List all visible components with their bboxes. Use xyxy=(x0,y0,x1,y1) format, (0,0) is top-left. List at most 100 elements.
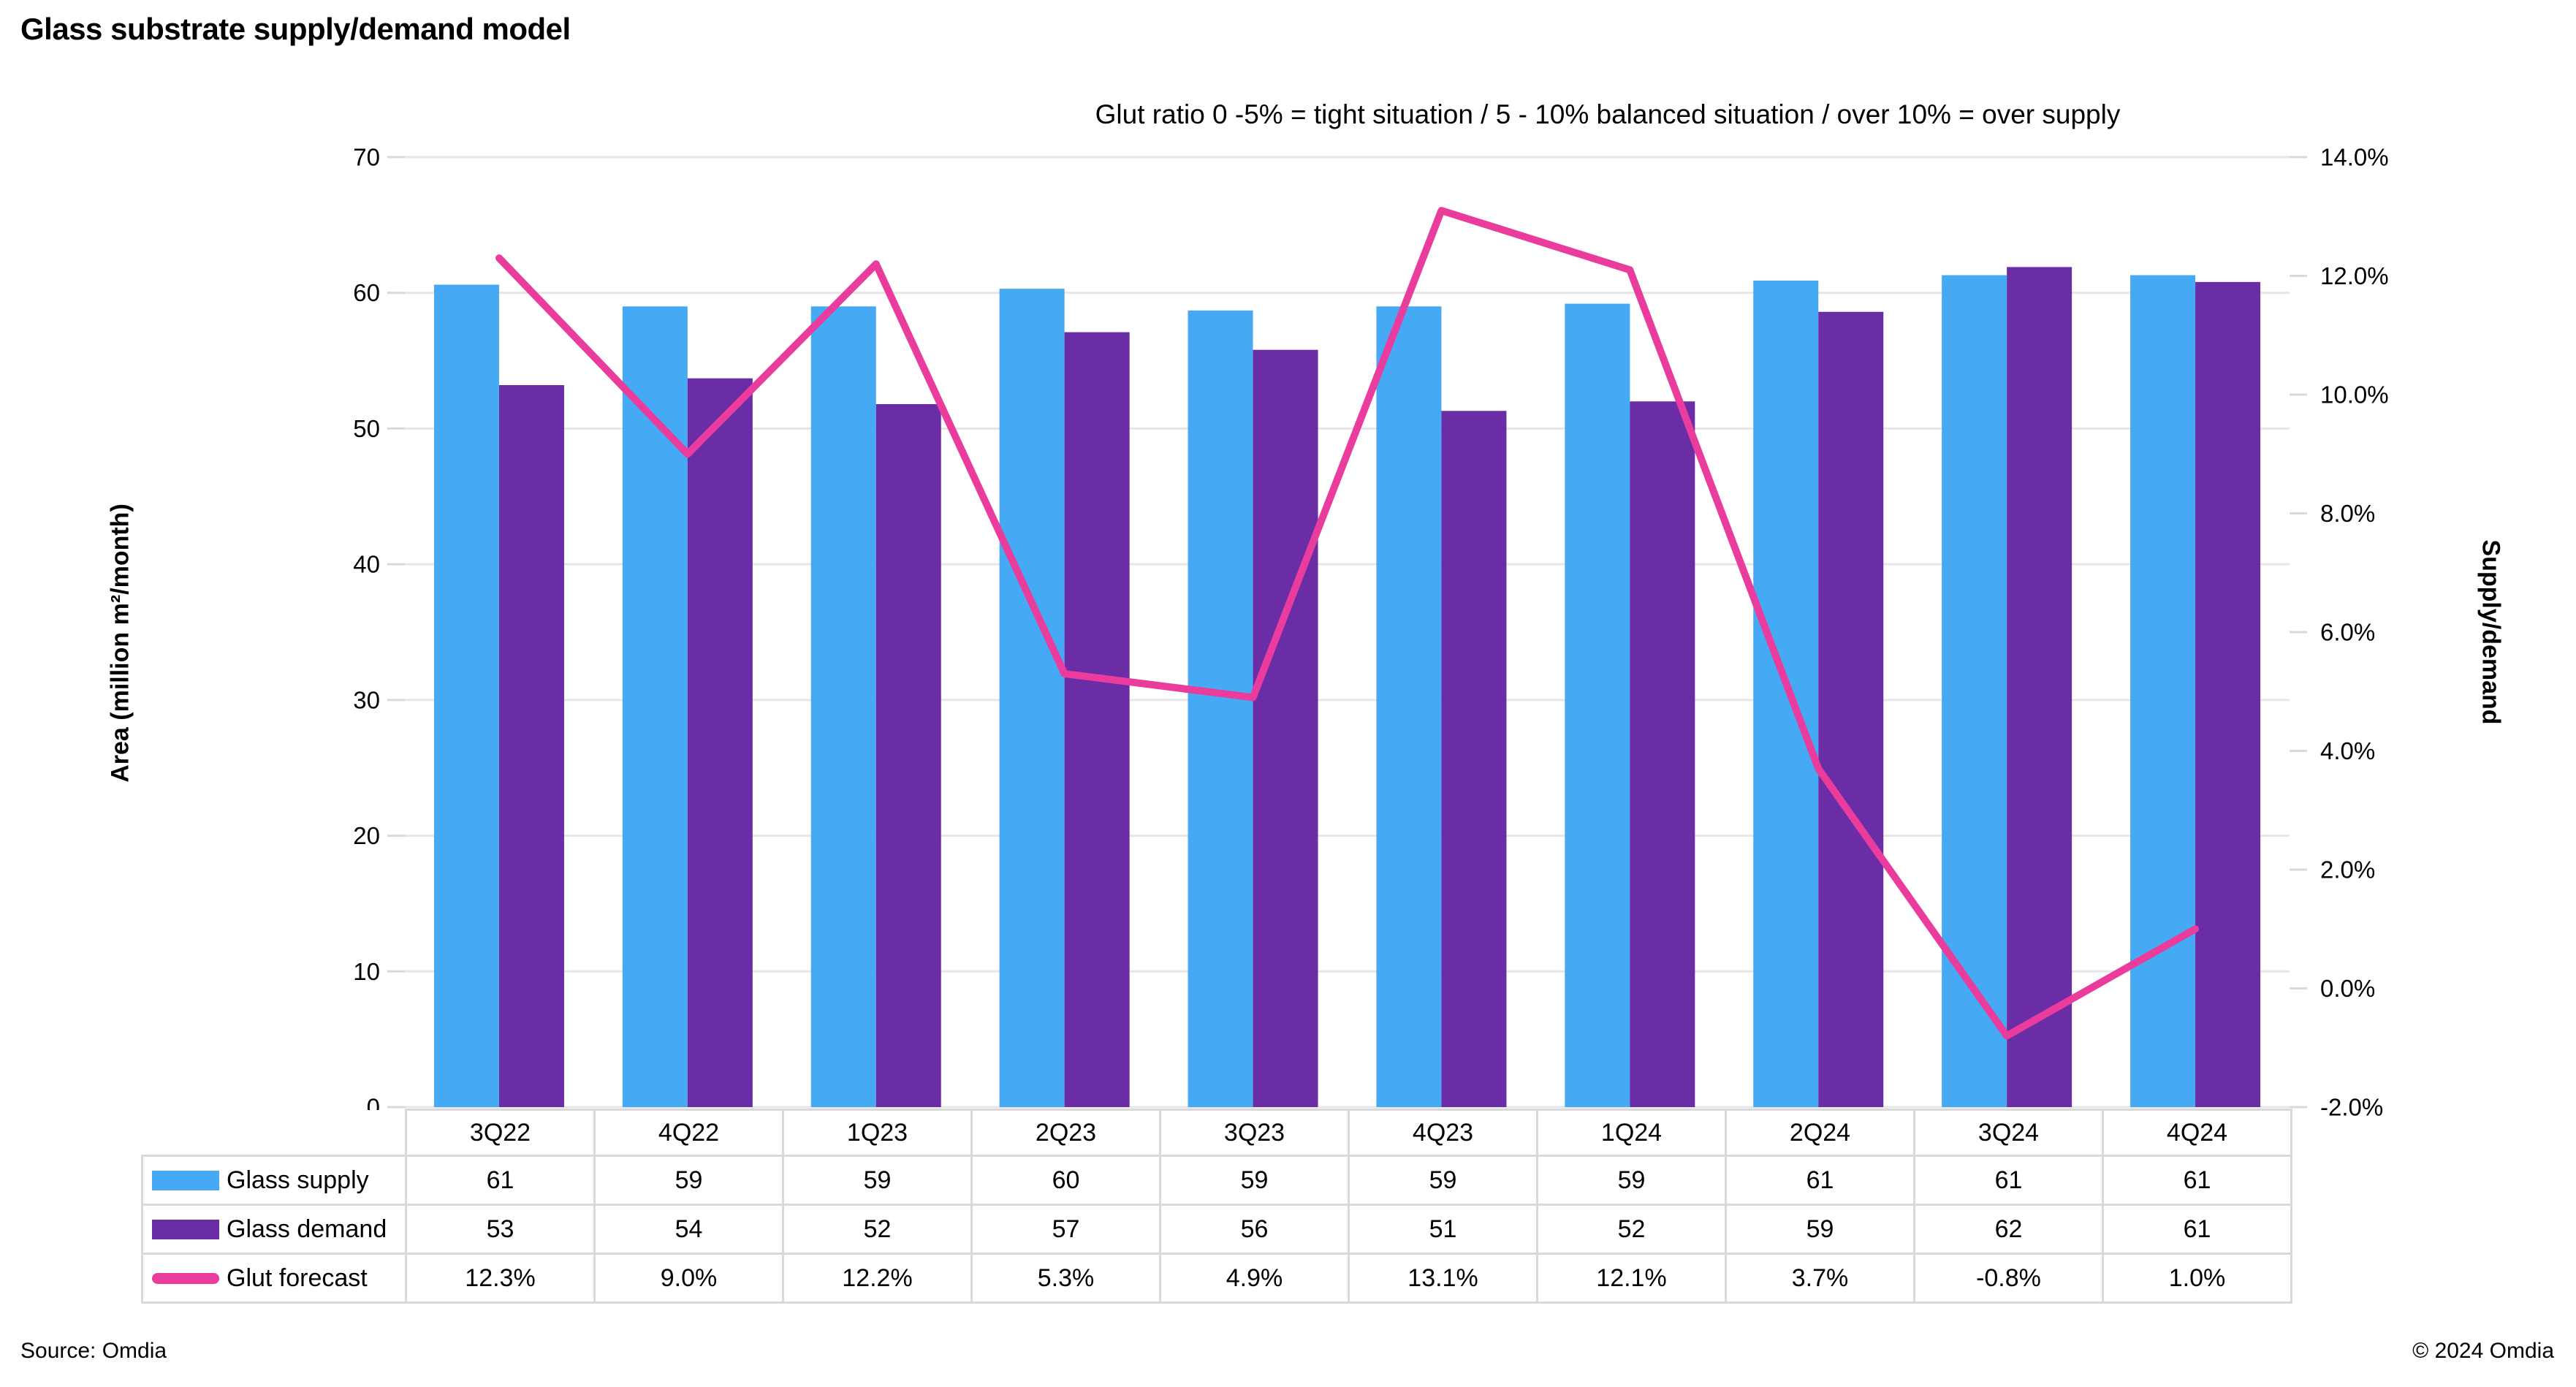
value-cell: 59 xyxy=(1536,1155,1727,1206)
copyright-note: © 2024 Omdia xyxy=(2412,1339,2554,1363)
value-cell: 62 xyxy=(1913,1204,2104,1255)
legend-entry: Glass demand xyxy=(143,1215,405,1244)
value-cell: 51 xyxy=(1348,1204,1538,1255)
legend-cell-glass-demand: Glass demand xyxy=(141,1204,407,1255)
left-axis-tick-label: 50 xyxy=(353,415,380,442)
supply-bar xyxy=(2130,275,2196,1108)
value-cell: 59 xyxy=(1348,1155,1538,1206)
right-axis-tick-label: 8.0% xyxy=(2320,500,2375,527)
legend-cell-glass-supply: Glass supply xyxy=(141,1155,407,1206)
value-cell: 57 xyxy=(970,1204,1161,1255)
legend-swatch-bar-icon xyxy=(152,1219,219,1239)
demand-bar xyxy=(498,385,564,1107)
supply-bar xyxy=(1753,281,1819,1107)
table-corner-cell xyxy=(142,1109,407,1157)
demand-bar xyxy=(1818,311,1884,1107)
chart-title: Glass substrate supply/demand model xyxy=(20,12,571,46)
supply-bar xyxy=(1376,306,1442,1108)
left-axis-tick-label: 60 xyxy=(353,279,380,306)
left-axis-tick-label: 10 xyxy=(353,958,380,985)
supply-bar xyxy=(810,306,876,1108)
quarter-header: 2Q23 xyxy=(970,1109,1161,1157)
left-axis-tick-label: 40 xyxy=(353,551,380,578)
value-cell: 5.3% xyxy=(970,1253,1161,1304)
supply-bar xyxy=(999,289,1065,1108)
legend-entry: Glass supply xyxy=(143,1166,405,1195)
value-cell: 59 xyxy=(1725,1204,1915,1255)
value-cell: 9.0% xyxy=(593,1253,784,1304)
bar-series-glass-supply xyxy=(433,275,2196,1108)
value-cell: 61 xyxy=(2102,1204,2292,1255)
demand-bar xyxy=(2195,281,2261,1107)
value-cell: 61 xyxy=(2102,1155,2292,1206)
value-cell: 52 xyxy=(1536,1204,1727,1255)
value-cell: 61 xyxy=(405,1155,596,1206)
bar-series-glass-demand xyxy=(498,267,2261,1108)
value-cell: 12.2% xyxy=(782,1253,973,1304)
value-cell: 52 xyxy=(782,1204,973,1255)
quarter-header: 4Q22 xyxy=(593,1109,784,1157)
supply-bar xyxy=(1188,310,1253,1107)
value-cell: 3.7% xyxy=(1725,1253,1915,1304)
chart-subtitle: Glut ratio 0 -5% = tight situation / 5 -… xyxy=(1095,99,2121,129)
quarter-header: 4Q23 xyxy=(1348,1109,1538,1157)
quarter-header: 3Q22 xyxy=(405,1109,596,1157)
value-cell: 59 xyxy=(782,1155,973,1206)
demand-bar xyxy=(2007,267,2072,1107)
demand-bar xyxy=(1253,349,1318,1107)
source-note: Source: Omdia xyxy=(20,1339,167,1363)
value-cell: 1.0% xyxy=(2102,1253,2292,1304)
left-axis-tick-label: 30 xyxy=(353,686,380,713)
quarter-header: 3Q23 xyxy=(1159,1109,1350,1157)
demand-bar xyxy=(1064,332,1130,1108)
quarter-header: 2Q24 xyxy=(1725,1109,1915,1157)
right-axis-tick-label: 12.0% xyxy=(2320,262,2389,289)
legend-swatch-bar-icon xyxy=(152,1170,219,1190)
right-axis-tick-label: 2.0% xyxy=(2320,856,2375,884)
right-axis-tick-label: 4.0% xyxy=(2320,737,2375,764)
right-axis-tick-label: -2.0% xyxy=(2320,1094,2383,1121)
quarter-header: 4Q24 xyxy=(2102,1109,2292,1157)
supply-bar xyxy=(1942,275,2007,1108)
supply-bar xyxy=(433,284,499,1108)
value-cell: 54 xyxy=(593,1204,784,1255)
demand-bar xyxy=(875,404,941,1107)
left-axis-tick-label: 20 xyxy=(353,822,380,849)
quarter-header: 3Q24 xyxy=(1913,1109,2104,1157)
legend-cell-glut-forecast: Glut forecast xyxy=(141,1253,407,1304)
chart-data-table: 3Q22 4Q22 1Q23 2Q23 3Q23 4Q23 1Q24 2Q24 3Q24 4Q24… xyxy=(141,1109,2292,1304)
value-cell: 59 xyxy=(1159,1155,1350,1206)
value-cell: 4.9% xyxy=(1159,1253,1350,1304)
right-axis-tick-label: 0.0% xyxy=(2320,975,2375,1002)
legend-swatch-line-icon xyxy=(152,1272,219,1284)
supply-bar xyxy=(622,306,688,1108)
right-axis-tick-label: 10.0% xyxy=(2320,381,2389,408)
demand-bar xyxy=(687,378,753,1107)
value-cell: 59 xyxy=(593,1155,784,1206)
legend-entry: Glut forecast xyxy=(143,1264,405,1293)
value-cell: 60 xyxy=(970,1155,1161,1206)
value-cell: 12.1% xyxy=(1536,1253,1727,1304)
quarter-header: 1Q24 xyxy=(1536,1109,1727,1157)
value-cell: -0.8% xyxy=(1913,1253,2104,1304)
right-axis: -2.0% 0.0% 2.0% 4.0% 6.0% 8.0% 10.0% 12.0% 14.0% xyxy=(2290,144,2389,1121)
supply-bar xyxy=(1565,303,1630,1108)
value-cell: 56 xyxy=(1159,1204,1350,1255)
value-cell: 61 xyxy=(1913,1155,2104,1206)
demand-bar xyxy=(1441,411,1507,1107)
value-cell: 13.1% xyxy=(1348,1253,1538,1304)
quarter-header: 1Q23 xyxy=(782,1109,973,1157)
value-cell: 53 xyxy=(405,1204,596,1255)
demand-bar xyxy=(1630,401,1695,1107)
value-cell: 61 xyxy=(1725,1155,1915,1206)
right-axis-tick-label: 14.0% xyxy=(2320,144,2389,171)
left-axis-tick-label: 70 xyxy=(353,144,380,171)
right-axis-tick-label: 6.0% xyxy=(2320,619,2375,646)
legend-label: Glass demand xyxy=(227,1215,387,1243)
value-cell: 12.3% xyxy=(405,1253,596,1304)
legend-label: Glut forecast xyxy=(227,1264,368,1292)
legend-label: Glass supply xyxy=(227,1166,369,1194)
